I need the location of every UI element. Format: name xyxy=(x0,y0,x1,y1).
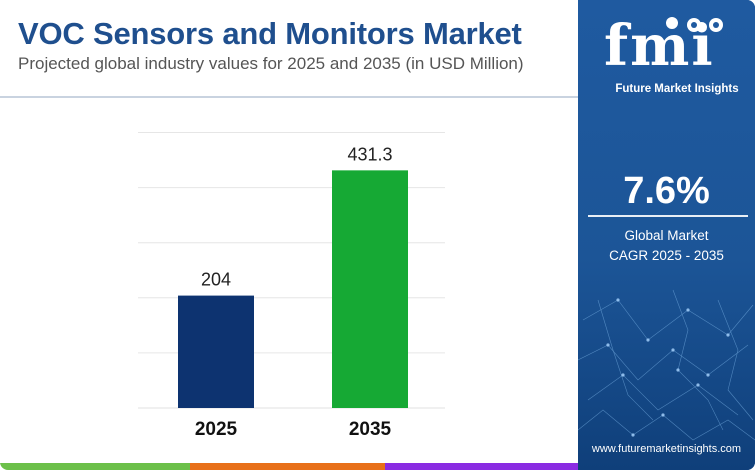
page-title: VOC Sensors and Monitors Market xyxy=(18,16,522,51)
bottom-color-strip xyxy=(0,463,578,470)
x-tick-label-2025: 2025 xyxy=(195,419,238,440)
website-link[interactable]: www.futuremarketinsights.com xyxy=(591,443,742,455)
side-panel: fmi Future Market Insights 7.6% Global M… xyxy=(578,0,755,470)
data-label-2035: 431.3 xyxy=(347,144,392,164)
network-background-graphic xyxy=(578,0,755,470)
bar-chart: 204 2025 431.3 2035 xyxy=(138,132,445,440)
header-divider xyxy=(0,96,578,98)
data-label-2025: 204 xyxy=(201,270,231,290)
strip-segment-purple xyxy=(385,463,578,470)
strip-segment-green xyxy=(0,463,190,470)
x-tick-label-2035: 2035 xyxy=(349,419,392,440)
logo-icons xyxy=(666,17,723,32)
logo-dot-icon xyxy=(666,17,678,29)
cagr-value: 7.6% xyxy=(623,170,710,212)
logo-tagline: Future Market Insights xyxy=(615,83,739,95)
bar-2025 xyxy=(178,295,254,408)
header: VOC Sensors and Monitors Market Projecte… xyxy=(0,0,578,97)
cagr-label-line1: Global Market xyxy=(624,228,709,243)
chart-area: 204 2025 431.3 2035 xyxy=(0,98,578,460)
cagr-label-line2: CAGR 2025 - 2035 xyxy=(609,248,724,263)
bar-2035 xyxy=(332,170,408,408)
cagr-label: Global Market CAGR 2025 - 2035 xyxy=(578,226,755,266)
fmi-logo: fmi Future Market Insights xyxy=(590,8,745,95)
cagr-divider xyxy=(588,215,748,217)
strip-segment-orange xyxy=(190,463,385,470)
page-subtitle: Projected global industry values for 202… xyxy=(18,54,524,73)
